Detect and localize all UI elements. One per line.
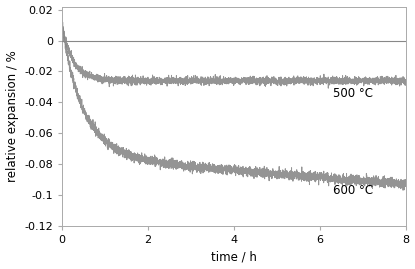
- Y-axis label: relative expansion / %: relative expansion / %: [5, 50, 19, 182]
- Text: 500 °C: 500 °C: [333, 87, 373, 100]
- X-axis label: time / h: time / h: [211, 250, 257, 263]
- Text: 600 °C: 600 °C: [333, 184, 373, 197]
